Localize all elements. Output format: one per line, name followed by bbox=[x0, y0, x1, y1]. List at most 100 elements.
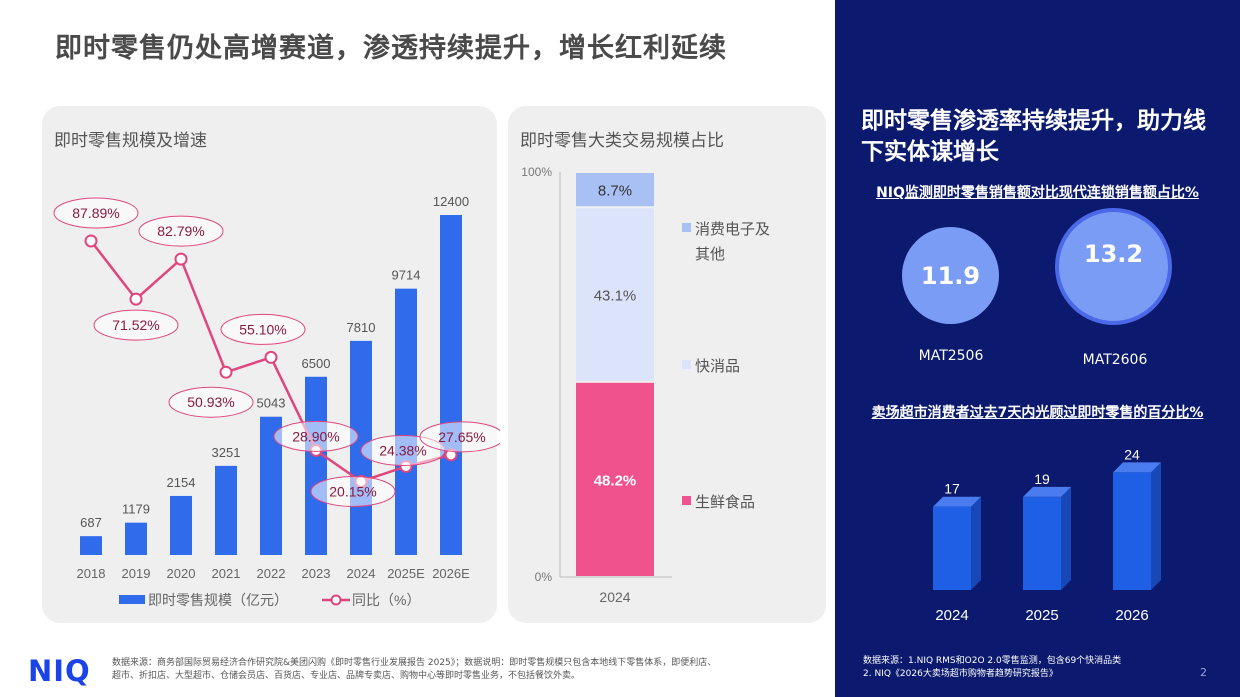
growth-label-2025E: 24.38% bbox=[379, 442, 426, 458]
bar3d-top-2026 bbox=[1113, 462, 1161, 473]
x-tick-2018: 2018 bbox=[77, 566, 106, 581]
segment-electronics-legend-swatch bbox=[682, 223, 691, 232]
bar-label-2024: 7810 bbox=[347, 320, 376, 335]
y-tick-top: 100% bbox=[521, 165, 552, 179]
legend-electronics-text-2: 其他 bbox=[695, 246, 725, 263]
x-tick-2024: 2024 bbox=[935, 607, 968, 624]
sidebar-source-line1: 数据来源：1.NIQ RMS和O2O 2.0零售监测，包含69个快消品类 bbox=[863, 656, 1122, 666]
segment-fmcg bbox=[576, 208, 654, 381]
sidebar-source-line2: 2. NIQ《2026大卖场超市购物者趋势研究报告》 bbox=[863, 669, 1058, 679]
bar3d-side-2026 bbox=[1151, 462, 1161, 590]
legend-electronics-text-1: 消费电子及 bbox=[695, 221, 770, 238]
growth-point-2022 bbox=[264, 350, 278, 364]
growth-label-bubble-2021 bbox=[168, 386, 254, 418]
bar-label-2020: 2154 bbox=[167, 475, 196, 490]
growth-label-2020: 82.79% bbox=[157, 223, 204, 239]
legend-line-text: 同比（%） bbox=[352, 592, 420, 608]
category-share-title: 即时零售大类交易规模占比 bbox=[520, 131, 724, 151]
bar-label-2023: 6500 bbox=[302, 356, 331, 371]
segment-fresh-label: 48.2% bbox=[594, 472, 637, 489]
source-line2: 超市、折扣店、大型超市、仓储会员店、百货店、专业店、品牌专卖店、购物中心等即时零… bbox=[112, 671, 581, 681]
niq-logo: NIQ bbox=[28, 654, 91, 688]
legend-bar-swatch bbox=[119, 595, 145, 604]
bar-label-2025E: 9714 bbox=[392, 268, 421, 283]
penetration-subtitle: NIQ监测即时零售销售额对比现代连锁销售额占比% bbox=[876, 185, 1199, 201]
segment-fmcg-legend-swatch bbox=[682, 360, 691, 369]
growth-label-bubble-2024 bbox=[310, 475, 396, 507]
bar-2022 bbox=[260, 416, 282, 555]
legend-fmcg-text: 快消品 bbox=[695, 358, 740, 375]
growth-label-2026E: 27.65% bbox=[438, 429, 485, 445]
growth-label-bubble-2023 bbox=[273, 420, 359, 452]
bar-2025E bbox=[395, 288, 417, 555]
penetration-circle-mat2606: 13.2 bbox=[1055, 208, 1172, 325]
bar-2026E bbox=[440, 215, 462, 555]
legend-fresh-text: 生鲜食品 bbox=[695, 494, 755, 511]
growth-label-2021: 50.93% bbox=[187, 394, 234, 410]
visit-share-chart: 17 2024 19 2025 24 2026 bbox=[933, 446, 1161, 624]
growth-point-2019 bbox=[129, 292, 143, 306]
page-title: 即时零售仍处高增赛道，渗透持续提升，增长红利延续 bbox=[55, 33, 727, 64]
segment-fresh bbox=[576, 382, 654, 576]
bar-2021 bbox=[215, 465, 237, 555]
growth-label-bubble-2026E bbox=[419, 421, 500, 453]
bar3d-side-2024 bbox=[971, 496, 981, 590]
bar3d-label-2026: 24 bbox=[1124, 446, 1140, 462]
x-tick-2023: 2023 bbox=[302, 566, 331, 581]
x-tick-2024: 2024 bbox=[347, 566, 376, 581]
growth-label-bubble-2019 bbox=[93, 309, 179, 341]
x-tick-2026: 2026 bbox=[1115, 607, 1148, 624]
segment-electronics-label: 8.7% bbox=[598, 183, 632, 200]
growth-label-2022: 55.10% bbox=[239, 321, 286, 337]
growth-point-2018 bbox=[84, 234, 98, 248]
right-sidebar: 即时零售渗透率持续提升，助力线下实体谋增长 NIQ监测即时零售销售额对比现代连锁… bbox=[835, 0, 1240, 697]
x-tick-2025E: 2025E bbox=[387, 566, 425, 581]
penetration-circle-mat2506: 11.9 bbox=[902, 227, 999, 324]
category-share-panel: 即时零售大类交易规模占比 bbox=[508, 106, 826, 623]
growth-label-bubble-2018 bbox=[53, 197, 139, 229]
x-tick-2025: 2025 bbox=[1025, 607, 1058, 624]
x-tick-2024: 2024 bbox=[599, 589, 630, 605]
bar3d-top-2025 bbox=[1023, 486, 1071, 497]
circle-label-mat2506: MAT2506 bbox=[918, 348, 984, 364]
bar-label-2021: 3251 bbox=[212, 445, 241, 460]
sidebar-source: 数据来源：1.NIQ RMS和O2O 2.0零售监测，包含69个快消品类 2. … bbox=[863, 655, 1121, 681]
page-number: 2 bbox=[1200, 666, 1207, 679]
bar3d-label-2024: 17 bbox=[944, 481, 960, 497]
segment-fresh-legend-swatch bbox=[682, 496, 691, 505]
x-tick-2026E: 2026E bbox=[432, 566, 470, 581]
bar-label-2019: 1179 bbox=[122, 502, 150, 517]
bar3d-top-2024 bbox=[933, 496, 981, 507]
visit-subtitle: 卖场超市消费者过去7天内光顾过即时零售的百分比% bbox=[871, 405, 1204, 421]
bar-2018 bbox=[80, 536, 102, 555]
x-tick-2021: 2021 bbox=[212, 566, 241, 581]
y-tick-bottom: 0% bbox=[535, 570, 553, 584]
bar3d-label-2025: 19 bbox=[1034, 471, 1050, 487]
growth-label-2019: 71.52% bbox=[112, 317, 159, 333]
bar3d-front-2024 bbox=[933, 506, 971, 590]
x-tick-2022: 2022 bbox=[257, 566, 286, 581]
legend-line-marker bbox=[330, 594, 342, 606]
bar-label-2022: 5043 bbox=[257, 396, 286, 411]
scale-growth-title: 即时零售规模及增速 bbox=[54, 131, 207, 151]
growth-label-2024: 20.15% bbox=[329, 483, 376, 499]
bar-2019 bbox=[125, 522, 147, 555]
sidebar-title: 即时零售渗透率持续提升，助力线下实体谋增长 bbox=[861, 108, 1206, 165]
circle-label-mat2606: MAT2606 bbox=[1082, 352, 1148, 368]
source-note: 数据来源：商务部国际贸易经济合作研究院&美团闪购《即时零售行业发展报告 2025… bbox=[112, 657, 812, 683]
bar3d-front-2026 bbox=[1113, 472, 1151, 590]
bar3d-front-2025 bbox=[1023, 496, 1061, 590]
x-tick-2020: 2020 bbox=[167, 566, 196, 581]
legend-bar-text: 即时零售规模（亿元） bbox=[148, 592, 288, 608]
source-line1: 数据来源：商务部国际贸易经济合作研究院&美团闪购《即时零售行业发展报告 2025… bbox=[112, 658, 717, 668]
segment-fmcg-label: 43.1% bbox=[594, 288, 637, 305]
bar3d-side-2025 bbox=[1061, 486, 1071, 590]
bar-2020 bbox=[170, 495, 192, 555]
scale-growth-chart: 687 2018 1179 2019 2154 2020 3251 2021 5043 2022 6… bbox=[53, 194, 500, 608]
bar-label-2026E: 12400 bbox=[433, 194, 469, 209]
growth-label-bubble-2020 bbox=[138, 215, 224, 247]
growth-label-2018: 87.89% bbox=[72, 205, 119, 221]
growth-label-2023: 28.90% bbox=[292, 428, 339, 444]
growth-point-2021 bbox=[219, 365, 233, 379]
